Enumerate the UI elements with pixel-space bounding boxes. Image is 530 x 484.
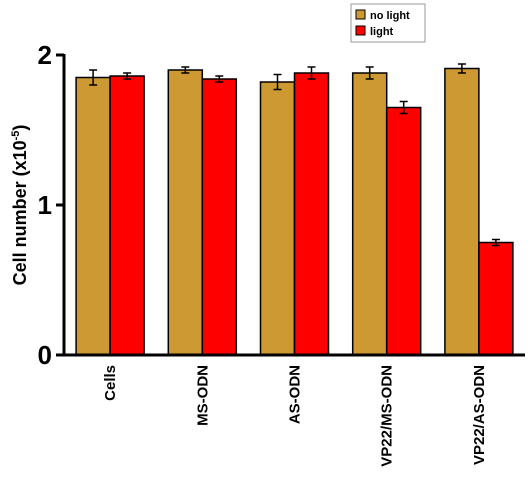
- error-bar-light-0: [123, 72, 132, 80]
- bar-no-light-1: [167, 69, 204, 356]
- bar-light-2: [293, 72, 330, 356]
- legend-box: [350, 3, 426, 43]
- y-tick-label-1: 1: [38, 190, 52, 220]
- legend-swatch-no-light: [355, 9, 366, 20]
- error-bar-no-light-4: [457, 63, 466, 74]
- legend: no light light: [350, 3, 426, 43]
- bar-light-4: [478, 241, 514, 356]
- y-tick-label-2: 2: [38, 40, 52, 70]
- y-tick-label-0: 0: [38, 340, 52, 370]
- error-bar-light-1: [215, 75, 224, 83]
- error-bar-no-light-0: [89, 69, 98, 86]
- y-axis-label-main: Cell number (x10: [10, 140, 30, 285]
- x-axis: Cells MS-ODN AS-ODN VP22/MS-ODN VP22/AS-ODN: [62, 353, 525, 467]
- x-tick-label-0: Cells: [102, 365, 119, 401]
- error-bar-no-light-2: [273, 73, 282, 91]
- bar-light-3: [385, 106, 422, 356]
- error-bar-light-4: [491, 238, 500, 247]
- x-tick-label-4: VP22/AS-ODN: [471, 365, 488, 465]
- bar-light-1: [201, 78, 238, 356]
- x-tick-label-2: AS-ODN: [287, 365, 304, 424]
- x-tick-label-3: VP22/MS-ODN: [379, 365, 396, 467]
- error-bar-no-light-3: [365, 66, 374, 80]
- plot-area: [75, 63, 514, 356]
- legend-swatch-light: [355, 25, 366, 36]
- legend-label-light: light: [370, 26, 394, 38]
- legend-label-no-light: no light: [370, 10, 410, 22]
- y-axis: 0 1 2: [38, 40, 66, 370]
- bar-no-light-0: [75, 76, 111, 356]
- x-tick-label-1: MS-ODN: [194, 365, 211, 426]
- bar-no-light-4: [444, 67, 480, 356]
- y-axis-label-exponent: -5: [10, 131, 22, 141]
- y-axis-label-close: ): [10, 125, 30, 131]
- bar-no-light-2: [259, 81, 296, 356]
- y-axis-label: Cell number (x10-5): [10, 125, 30, 286]
- bar-light-0: [109, 75, 145, 356]
- bar-no-light-3: [351, 72, 388, 356]
- error-bar-light-3: [399, 100, 408, 115]
- error-bar-light-2: [307, 66, 316, 80]
- error-bar-no-light-1: [181, 66, 190, 74]
